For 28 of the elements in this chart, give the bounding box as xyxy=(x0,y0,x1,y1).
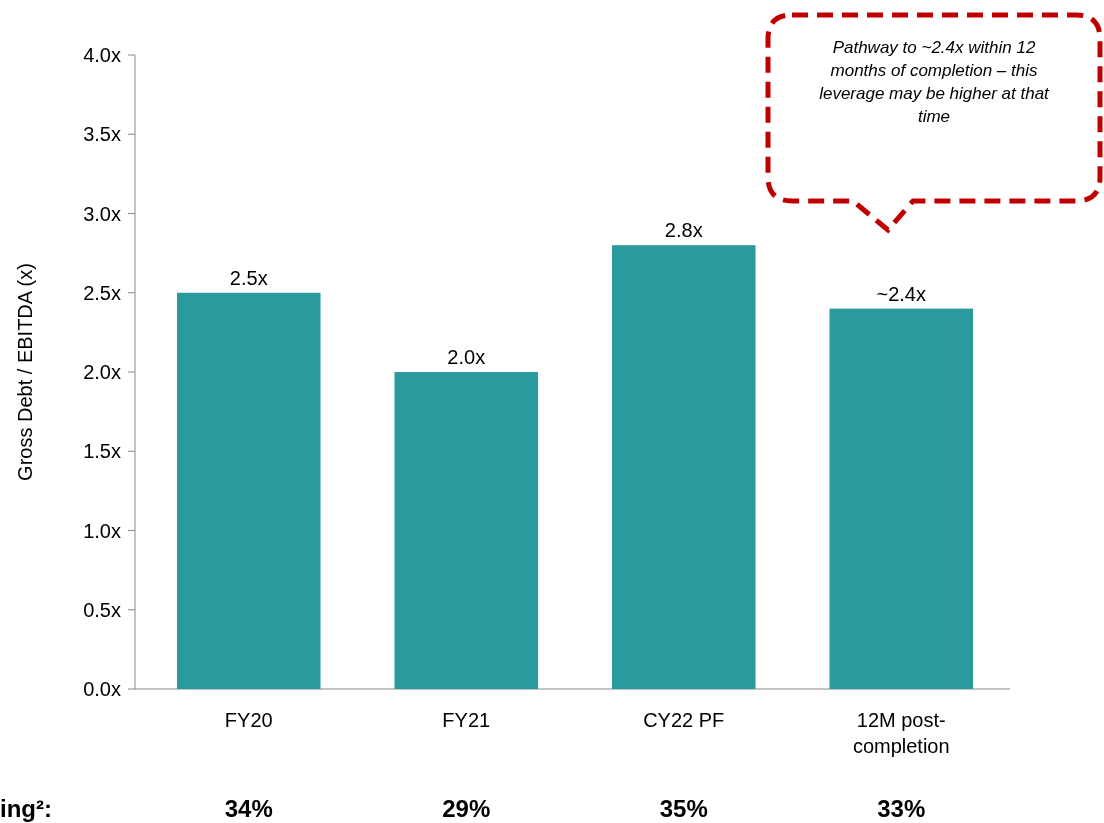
bar xyxy=(611,245,756,689)
text: 33% xyxy=(877,795,926,822)
y-axis-title: Gross Debt / EBITDA (x) xyxy=(14,263,36,481)
y-tick-label: 2.5x xyxy=(83,281,121,304)
data-label: 2.0x xyxy=(447,346,486,368)
x-tick-label: 12M post-completion xyxy=(852,709,950,757)
x-tick-label: CY22 PF xyxy=(643,709,725,731)
y-tick-label: 3.0x xyxy=(83,202,121,225)
bar xyxy=(394,372,539,689)
text: 35% xyxy=(659,795,708,822)
data-label: 2.8x xyxy=(664,219,703,242)
text: 34% xyxy=(224,795,273,822)
y-tick-label: 1.0x xyxy=(83,519,121,542)
data-label: 2.5x xyxy=(229,266,268,289)
bar xyxy=(829,308,974,689)
x-tick-label: FY21 xyxy=(442,709,491,731)
y-tick-label: 2.0x xyxy=(83,361,121,383)
y-tick-label: 3.5x xyxy=(83,123,121,146)
data-label: ~2.4x xyxy=(876,282,926,305)
annotation: Pathway to ~2.4x within 12 months of completion – this leverage may be higher at that time xyxy=(819,38,1051,126)
y-tick-label: 4.0x xyxy=(83,44,121,66)
text: 29% xyxy=(442,795,491,822)
x-tick-label: FY20 xyxy=(224,709,273,731)
text: ing²: xyxy=(0,795,52,822)
bar xyxy=(176,292,321,689)
y-tick-label: 1.5x xyxy=(83,440,121,463)
y-tick-label: 0.5x xyxy=(83,598,121,621)
y-tick-label: 0.0x xyxy=(83,678,121,700)
